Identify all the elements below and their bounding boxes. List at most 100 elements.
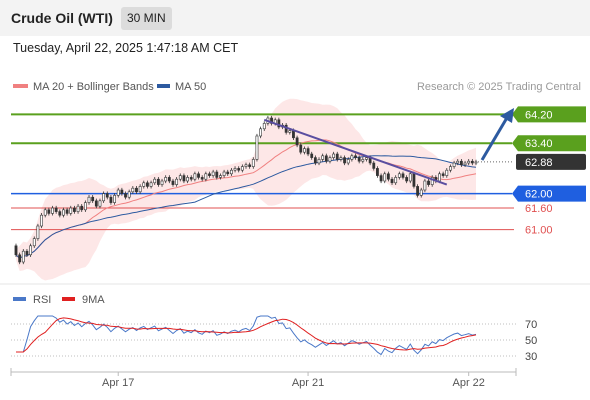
ma9-legend-swatch [62,297,75,301]
candle [452,160,456,169]
candle [142,180,146,189]
candle [178,173,182,182]
candle [474,159,478,166]
candle [146,180,149,189]
candle-body [182,175,186,182]
rsi-line [16,315,477,356]
candle [295,135,299,148]
candle-body [357,157,361,162]
candle-body [240,166,244,171]
candle-body [405,177,409,182]
candle [94,198,98,209]
candle-body [438,173,441,182]
candle-body [463,162,467,166]
candle-body [208,173,211,176]
candle-body [40,214,43,227]
candle [189,175,193,182]
candle-body [346,159,350,164]
projection-arrow-head [500,108,514,123]
candle-body [383,173,387,182]
candle [80,204,84,212]
candle-body [47,209,51,214]
candle-body [292,130,295,139]
candle [182,173,186,184]
candle [357,155,361,164]
candle [459,159,463,167]
candle-body [219,175,222,178]
candle [346,157,350,166]
candle-body [397,173,401,178]
candle [200,175,204,182]
candle-body [43,209,47,216]
candle-body [262,123,266,130]
candle [335,151,339,162]
candle-body [186,177,189,182]
candle [303,146,306,155]
candle-body [167,177,171,182]
candle [237,166,241,173]
candle-body [200,177,204,180]
candle-body [467,160,471,164]
candle [321,153,325,162]
x-tick-label: Apr 17 [102,377,134,389]
bollinger-band-area [16,98,476,281]
candle [467,159,471,166]
candle [233,166,237,173]
candle-body [21,250,25,263]
rsi-tick-label: 50 [525,335,537,347]
candle [113,193,116,205]
pivot-label-bg [512,185,586,202]
rsi-panel: 70 50 30 [11,315,537,363]
candle-body [361,159,365,162]
candle [376,166,379,178]
candle [40,213,43,229]
candle [470,159,474,166]
x-tick-label: Apr 21 [292,377,324,389]
ma50-legend-swatch [157,84,170,88]
candle-body [350,155,354,160]
candle [54,205,58,214]
rsi-legend-label: RSI [33,294,51,306]
candle [83,200,87,212]
rsi-tick-label: 70 [525,319,537,331]
candle [186,175,189,184]
pivot-label: 62.00 [525,189,553,201]
timeframe-badge[interactable]: 30 MIN [121,7,172,30]
candle-body [91,196,95,202]
candle-body [408,173,412,182]
candle-body [226,171,230,175]
credit-text: Research © 2025 Trading Central [417,81,581,93]
candle [175,177,179,187]
candle-body [69,207,73,214]
candle [171,178,175,187]
candle-body [149,182,153,187]
candle [47,207,51,216]
candle [102,191,106,203]
candle-body [376,168,379,176]
downtrend-line [263,118,448,186]
candle-body [423,180,427,191]
chart-header: Crude Oil (WTI) 30 MIN [0,0,590,36]
candle [251,157,255,169]
candle-body [288,130,292,133]
candle-body [62,209,65,216]
candle [124,191,127,200]
candle-body [171,180,175,185]
x-axis-ticks: Apr 17 Apr 21 Apr 22 [102,372,485,389]
candle-body [83,202,87,211]
candle [32,236,36,248]
candle-body [430,177,434,185]
candle-body [321,155,325,160]
candle [14,243,18,257]
candle [299,142,303,155]
candle [120,187,124,196]
candle-body [120,189,124,194]
candle-body [211,171,215,176]
candle-body [229,169,233,175]
timestamp: Tuesday, April 22, 2025 1:47:18 AM CET [13,41,239,55]
candle-body [335,153,339,160]
candle-body [164,177,168,182]
candle-body [295,137,299,146]
last-price-label: 62.88 [525,157,553,169]
